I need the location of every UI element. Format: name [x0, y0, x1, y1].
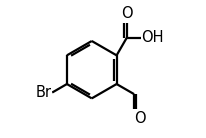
Text: O: O: [121, 6, 132, 21]
Text: Br: Br: [36, 85, 52, 100]
Text: O: O: [135, 111, 146, 126]
Text: OH: OH: [141, 30, 164, 45]
